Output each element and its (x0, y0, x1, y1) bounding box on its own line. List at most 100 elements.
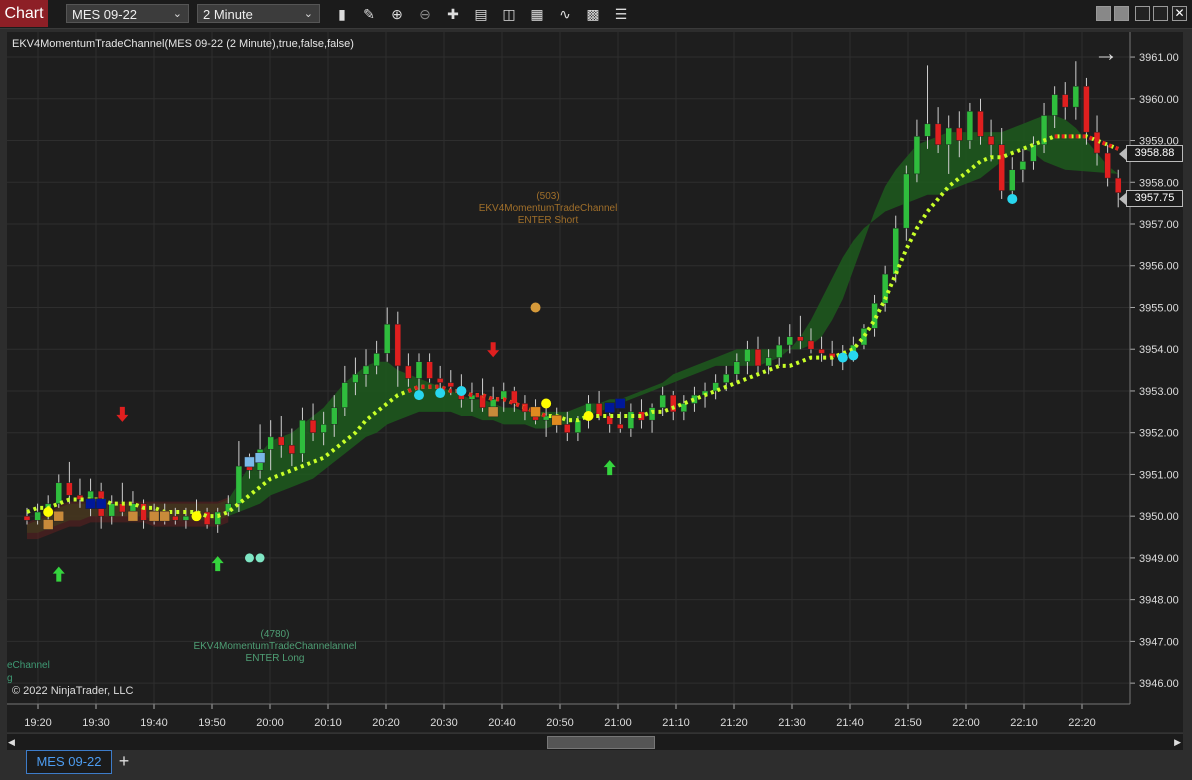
x-tick-label: 21:20 (720, 717, 748, 729)
x-tick-label: 22:10 (1010, 717, 1038, 729)
candle-body (881, 273, 889, 304)
zoom-in-icon[interactable]: ⊕ (391, 6, 403, 22)
chevron-down-icon: ⌄ (303, 8, 313, 20)
object-list-icon[interactable]: ☰ (614, 6, 628, 22)
y-tick-label: 3947.00 (1139, 636, 1179, 648)
candle-body (797, 336, 804, 342)
window-title: Chart (0, 0, 48, 27)
properties-icon[interactable]: ◫ (502, 6, 516, 22)
candle-body (405, 365, 412, 379)
x-tick-label: 19:20 (24, 717, 52, 729)
short-entry-dot (530, 302, 541, 313)
y-tick-label: 3951.00 (1139, 469, 1179, 481)
tab-bar: MES 09-22 + (0, 750, 1192, 780)
x-tick-label: 20:20 (372, 717, 400, 729)
candle-body (66, 482, 73, 496)
draw-icon[interactable]: ✎ (363, 6, 375, 22)
long-arrow-icon (52, 566, 65, 582)
chevron-down-icon: ⌄ (172, 8, 182, 20)
candle-body (320, 424, 327, 433)
add-tab-icon[interactable]: + (118, 751, 130, 771)
candle-body (648, 407, 656, 421)
scroll-thumb[interactable] (547, 736, 655, 749)
signal-square (487, 406, 499, 418)
x-tick-label: 21:10 (662, 717, 690, 729)
x-tick-label: 20:50 (546, 717, 574, 729)
copyright: © 2022 NinjaTrader, LLC (12, 685, 134, 697)
candle-body (860, 328, 868, 346)
chart-panel[interactable]: 3946.00 3947.00 3948.00 3949.00 3950.00 3951.… (7, 32, 1183, 732)
candle-body (892, 227, 899, 275)
candle-body (1061, 94, 1069, 108)
signal-square (615, 398, 626, 409)
y-tick-label: 3958.00 (1139, 177, 1179, 189)
tile-window-2-icon[interactable] (1114, 6, 1129, 21)
y-tick-label: 3948.00 (1139, 595, 1179, 607)
x-tick-label: 22:00 (952, 717, 980, 729)
signal-dot (583, 411, 594, 421)
candle-body (1072, 86, 1080, 108)
candle-body (712, 382, 719, 392)
x-tick-label: 20:10 (314, 717, 342, 729)
candle-body (1083, 86, 1090, 133)
arrow-right-icon[interactable]: → (1094, 40, 1118, 67)
candle-body (383, 323, 391, 354)
candle-body (447, 382, 455, 388)
signal-square (127, 510, 139, 522)
candle-body (913, 136, 921, 175)
signal-dot (837, 352, 848, 363)
candle-body (1019, 161, 1027, 170)
candle-body (330, 407, 338, 425)
y-tick-label: 3959.00 (1139, 136, 1179, 148)
tab-mes-09-22[interactable]: MES 09-22 (26, 750, 112, 774)
y-tick-label: 3960.00 (1139, 94, 1179, 106)
tile-window-icon[interactable] (1096, 6, 1111, 21)
y-tick-label: 3952.00 (1139, 428, 1179, 440)
long-entry-annotation: (4780) EKV4MomentumTradeChannelannel ENT… (193, 629, 357, 664)
scroll-left-icon[interactable]: ◀ (8, 737, 15, 747)
candle-body (542, 415, 550, 421)
candle-body (680, 403, 688, 413)
data-box-icon[interactable]: ▤ (474, 6, 488, 22)
candle-body (924, 123, 931, 137)
signal-square (53, 510, 65, 522)
long-arrow-icon (211, 556, 224, 572)
close-icon[interactable]: ✕ (1172, 6, 1187, 21)
signal-square (530, 406, 541, 418)
bar-type-icon[interactable]: ▮ (338, 6, 346, 22)
candle-body (140, 503, 147, 521)
price-chart[interactable]: 3946.00 3947.00 3948.00 3949.00 3950.00 3951.… (7, 32, 1183, 732)
candle-body (966, 111, 974, 141)
candle-body (1030, 144, 1037, 162)
y-tick-label: 3956.00 (1139, 261, 1179, 273)
candle-body (55, 482, 63, 504)
title-bar: Chart MES 09-22 ⌄ 2 Minute ⌄ ▮ ✎ ⊕ ⊖ ✚ ▤… (0, 0, 1192, 29)
indicators-icon[interactable]: ▩ (586, 6, 600, 22)
horizontal-scrollbar[interactable]: ◀ ▶ (7, 733, 1183, 750)
scroll-right-icon[interactable]: ▶ (1174, 737, 1181, 747)
signal-dot (191, 511, 202, 522)
candle-body (977, 111, 984, 137)
y-tick-label: 3946.00 (1139, 678, 1179, 690)
strategies-icon[interactable]: ∿ (559, 6, 571, 22)
y-tick-label: 3954.00 (1139, 344, 1179, 356)
x-tick-label: 20:40 (488, 717, 516, 729)
candle-body (479, 394, 486, 408)
maximize-icon[interactable] (1153, 6, 1168, 21)
x-tick-label: 21:30 (778, 717, 806, 729)
chart-trader-icon[interactable]: ▦ (530, 6, 544, 22)
interval-value: 2 Minute (203, 7, 253, 22)
signal-dot (456, 385, 467, 396)
instrument-value: MES 09-22 (72, 7, 138, 22)
signal-dot (1007, 193, 1018, 204)
interval-selector[interactable]: 2 Minute ⌄ (197, 4, 320, 23)
signal-dot (541, 398, 552, 409)
candle-body (23, 515, 31, 521)
signal-dot (413, 390, 424, 401)
instrument-selector[interactable]: MES 09-22 ⌄ (66, 4, 189, 23)
candle-body (108, 503, 116, 517)
minimize-icon[interactable] (1135, 6, 1150, 21)
candle-body (511, 390, 518, 404)
crosshair-icon[interactable]: ✚ (447, 6, 459, 22)
zoom-out-icon[interactable]: ⊖ (419, 6, 431, 22)
